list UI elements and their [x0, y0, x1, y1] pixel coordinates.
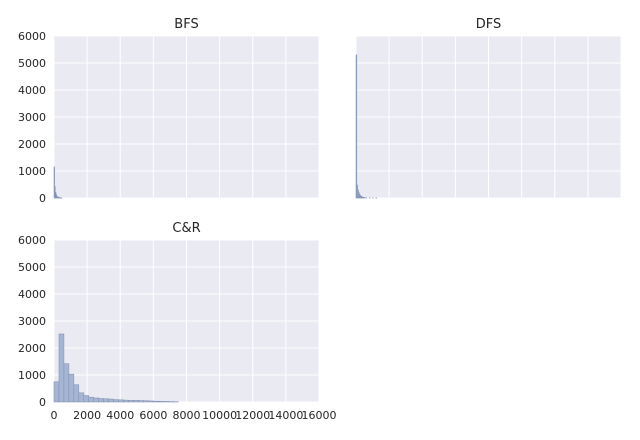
y-tick-label: 5000: [18, 261, 46, 274]
histogram-bar: [113, 399, 119, 403]
histogram-bar: [83, 395, 90, 403]
histogram-bar: [68, 373, 75, 403]
y-tick-label: 1000: [18, 369, 46, 382]
histogram-bar: [58, 333, 65, 403]
panel-dfs: DFS: [355, 17, 622, 199]
x-tick-label: 12000: [235, 409, 270, 422]
histogram-bar: [53, 166, 55, 199]
y-tick-label: 5000: [18, 57, 46, 70]
histogram-bar: [355, 54, 358, 199]
y-tick-label: 3000: [18, 111, 46, 124]
panel-bfs: BFS 0 1000 2000 3000 4000 5000 6000: [18, 17, 320, 205]
y-tick-label: 6000: [18, 30, 46, 43]
panel-cr: C&R 0 1000 2000 3000 4000 5000 6000 0 2000 4000 600…: [18, 221, 337, 422]
x-tick-label: 0: [51, 409, 58, 422]
histogram-bar: [118, 399, 124, 403]
histogram-bar: [153, 400, 159, 403]
panel-title: DFS: [476, 17, 502, 32]
y-tick-label: 0: [39, 192, 46, 205]
histogram-bar: [138, 400, 144, 403]
panel-title: C&R: [172, 221, 200, 236]
histogram-bar: [133, 400, 139, 403]
y-tick-label: 3000: [18, 315, 46, 328]
histogram-bar: [143, 400, 149, 403]
x-tick-label: 4000: [106, 409, 134, 422]
x-tick-label: 2000: [73, 409, 101, 422]
y-tick-label: 2000: [18, 138, 46, 151]
y-tick-label: 2000: [18, 342, 46, 355]
y-tick-label: 4000: [18, 84, 46, 97]
y-tick-label: 1000: [18, 165, 46, 178]
x-tick-label: 8000: [173, 409, 201, 422]
histogram-bar: [93, 397, 99, 403]
histogram-bar: [63, 363, 70, 403]
panel-title: BFS: [174, 17, 198, 32]
histogram-bar: [108, 398, 114, 403]
histogram-bar: [53, 381, 60, 403]
histogram-bar: [78, 392, 85, 403]
histogram-bar: [158, 401, 164, 403]
histogram-bar: [88, 396, 94, 403]
y-tick-label: 4000: [18, 288, 46, 301]
histogram-bar: [103, 398, 109, 403]
x-tick-label: 14000: [268, 409, 303, 422]
x-tick-label: 6000: [139, 409, 167, 422]
histogram-bar: [98, 398, 104, 403]
histogram-bar: [163, 401, 169, 403]
y-tick-label: 6000: [18, 234, 46, 247]
x-tick-label: 16000: [302, 409, 337, 422]
histogram-bar: [148, 400, 154, 403]
histogram-bar: [128, 400, 134, 403]
histogram-bar: [123, 399, 129, 403]
x-tick-label: 10000: [202, 409, 237, 422]
y-tick-label: 0: [39, 396, 46, 409]
histogram-bar: [73, 384, 80, 403]
